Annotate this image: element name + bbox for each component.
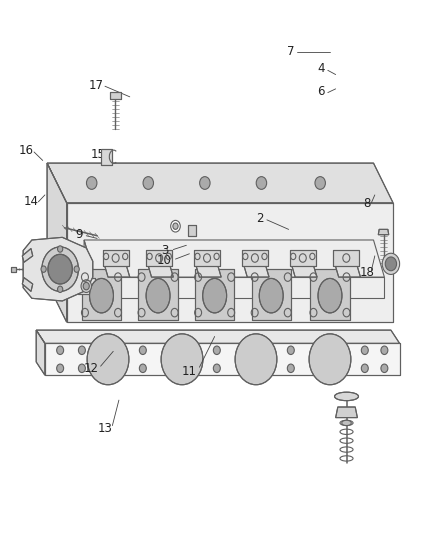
Polygon shape — [45, 343, 399, 375]
Circle shape — [81, 280, 92, 293]
Circle shape — [48, 254, 72, 284]
Circle shape — [143, 176, 153, 189]
Text: 10: 10 — [157, 254, 172, 266]
Circle shape — [74, 266, 79, 272]
Polygon shape — [336, 266, 360, 277]
Circle shape — [315, 176, 325, 189]
Circle shape — [139, 346, 146, 354]
Ellipse shape — [318, 278, 342, 313]
Circle shape — [78, 346, 85, 354]
Polygon shape — [84, 240, 95, 298]
Polygon shape — [333, 250, 359, 266]
Circle shape — [213, 364, 220, 373]
Ellipse shape — [335, 392, 358, 401]
Circle shape — [161, 334, 203, 385]
Circle shape — [87, 334, 129, 385]
Circle shape — [385, 257, 396, 271]
Circle shape — [381, 364, 388, 373]
Text: 14: 14 — [24, 195, 39, 208]
Text: 6: 6 — [318, 85, 325, 98]
Circle shape — [200, 176, 210, 189]
Ellipse shape — [259, 278, 283, 313]
Text: 9: 9 — [75, 228, 83, 241]
Text: 15: 15 — [91, 148, 106, 160]
Polygon shape — [311, 269, 350, 319]
Circle shape — [57, 246, 63, 252]
Circle shape — [361, 364, 368, 373]
Polygon shape — [242, 250, 268, 266]
Polygon shape — [138, 269, 178, 319]
Circle shape — [57, 364, 64, 373]
Ellipse shape — [342, 420, 351, 425]
Circle shape — [235, 334, 277, 385]
Circle shape — [57, 286, 63, 293]
Polygon shape — [110, 92, 120, 100]
Polygon shape — [336, 407, 357, 418]
Polygon shape — [78, 278, 95, 294]
Polygon shape — [36, 330, 45, 375]
Polygon shape — [36, 330, 399, 343]
Polygon shape — [195, 269, 234, 319]
Circle shape — [309, 334, 351, 385]
Polygon shape — [11, 266, 16, 272]
Bar — [187, 225, 196, 236]
Ellipse shape — [203, 278, 226, 313]
Circle shape — [139, 364, 146, 373]
Circle shape — [287, 364, 294, 373]
Circle shape — [382, 253, 399, 274]
Circle shape — [361, 346, 368, 354]
Polygon shape — [82, 269, 121, 319]
Polygon shape — [105, 266, 130, 277]
Ellipse shape — [146, 278, 170, 313]
Polygon shape — [148, 266, 173, 277]
Ellipse shape — [89, 278, 113, 313]
Circle shape — [173, 223, 178, 229]
Circle shape — [381, 346, 388, 354]
Text: 2: 2 — [257, 212, 264, 225]
Polygon shape — [290, 250, 316, 266]
Circle shape — [78, 364, 85, 373]
Text: 18: 18 — [360, 266, 374, 279]
Polygon shape — [146, 250, 172, 266]
Text: 12: 12 — [84, 362, 99, 375]
Circle shape — [41, 266, 46, 272]
Text: 4: 4 — [318, 62, 325, 75]
Bar — [187, 225, 196, 236]
Circle shape — [57, 346, 64, 354]
Polygon shape — [102, 250, 129, 266]
Circle shape — [213, 346, 220, 354]
Polygon shape — [378, 229, 389, 235]
Text: 7: 7 — [287, 45, 295, 58]
Circle shape — [42, 247, 78, 292]
Polygon shape — [22, 278, 33, 292]
Polygon shape — [194, 250, 220, 266]
Polygon shape — [84, 240, 385, 277]
Text: 13: 13 — [98, 422, 113, 435]
Polygon shape — [47, 163, 393, 203]
Text: 8: 8 — [363, 197, 371, 211]
Circle shape — [83, 282, 89, 290]
Text: 17: 17 — [89, 79, 104, 92]
Polygon shape — [252, 269, 291, 319]
Polygon shape — [102, 149, 112, 165]
Polygon shape — [292, 266, 317, 277]
Text: 3: 3 — [161, 244, 168, 257]
Polygon shape — [23, 237, 93, 301]
Polygon shape — [22, 248, 33, 262]
Polygon shape — [95, 277, 385, 298]
Circle shape — [256, 176, 267, 189]
Circle shape — [171, 220, 180, 232]
Text: 11: 11 — [182, 365, 197, 378]
Polygon shape — [196, 266, 221, 277]
Circle shape — [86, 176, 97, 189]
Polygon shape — [67, 203, 393, 322]
Polygon shape — [47, 163, 67, 322]
Polygon shape — [244, 266, 269, 277]
Circle shape — [287, 346, 294, 354]
Text: 16: 16 — [19, 144, 34, 157]
